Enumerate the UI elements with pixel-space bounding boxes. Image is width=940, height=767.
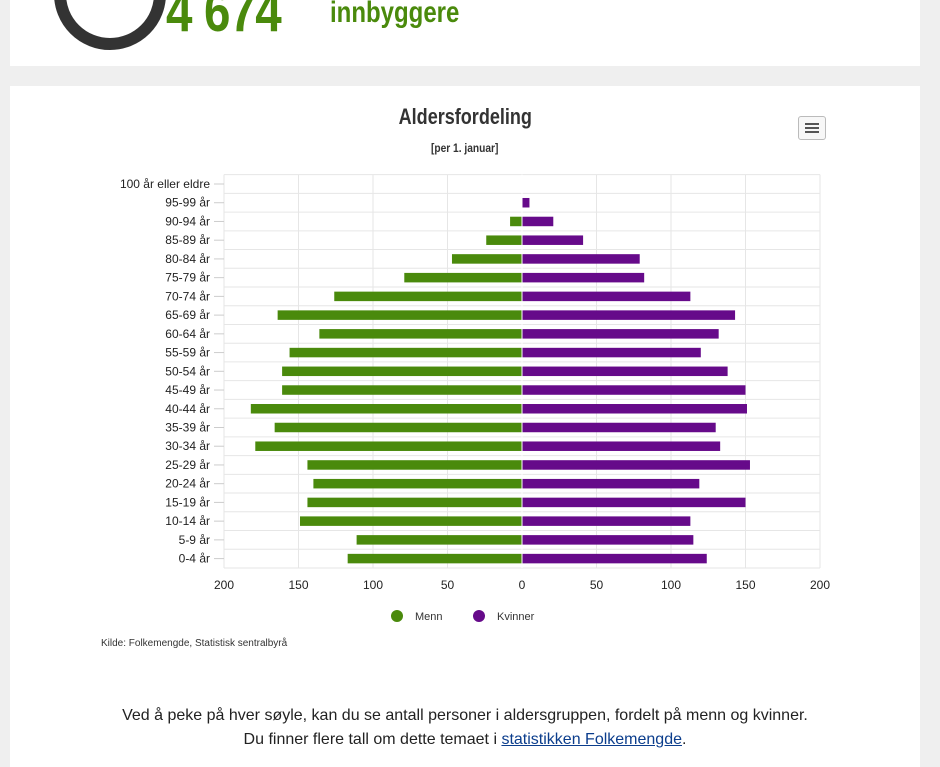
bar-kvinner xyxy=(522,216,554,227)
legend-kvinner-marker xyxy=(473,610,485,622)
x-tick-label: 100 xyxy=(363,578,383,592)
x-tick-label: 50 xyxy=(441,578,455,592)
bar-kvinner xyxy=(522,553,707,564)
y-tick-label: 15-19 år xyxy=(165,495,210,509)
bar-menn xyxy=(319,329,522,339)
bar-kvinner xyxy=(522,254,640,264)
bar-menn xyxy=(307,497,522,508)
bar-menn xyxy=(347,553,522,564)
bar-kvinner xyxy=(522,516,691,526)
info-line-2-suffix: . xyxy=(681,731,687,748)
y-tick-label: 95-99 år xyxy=(165,196,210,210)
bar-menn xyxy=(404,272,522,283)
bar-kvinner xyxy=(522,291,691,302)
chart-subtitle: [per 1. januar] xyxy=(431,141,499,155)
bar-kvinner xyxy=(522,310,736,320)
bar-kvinner xyxy=(522,404,747,414)
bar-kvinner xyxy=(522,385,746,395)
x-tick-label: 50 xyxy=(590,578,604,592)
y-tick-label: 90-94 år xyxy=(165,214,210,228)
y-tick-label: 0-4 år xyxy=(179,552,210,566)
bar-kvinner xyxy=(522,478,700,489)
bar-menn xyxy=(313,478,522,489)
y-tick-label: 45-49 år xyxy=(165,383,210,397)
bar-menn xyxy=(299,516,522,526)
y-tick-label: 20-24 år xyxy=(165,477,210,491)
y-tick-label: 80-84 år xyxy=(165,252,210,266)
bar-menn xyxy=(451,254,522,264)
bar-menn xyxy=(282,385,522,395)
chart-title: Aldersfordeling xyxy=(398,104,532,129)
bar-menn xyxy=(277,310,522,320)
x-tick-label: 150 xyxy=(735,578,755,592)
age-distribution-card: Aldersfordeling [per 1. januar] 100 år e… xyxy=(10,86,920,767)
chart-source: Kilde: Folkemengde, Statistisk sentralby… xyxy=(101,638,288,649)
bar-menn xyxy=(255,441,523,451)
bar-kvinner xyxy=(522,329,719,339)
y-tick-label: 5-9 år xyxy=(179,533,210,547)
bar-menn xyxy=(307,460,522,470)
y-tick-label: 75-79 år xyxy=(165,271,210,285)
bar-menn xyxy=(289,347,522,358)
y-tick-label: 30-34 år xyxy=(165,439,210,453)
bar-menn xyxy=(356,535,522,545)
bar-kvinner xyxy=(522,272,645,283)
municipality-emblem-icon xyxy=(54,0,166,50)
x-tick-label: 200 xyxy=(810,578,830,592)
y-tick-label: 65-69 år xyxy=(165,308,210,322)
y-tick-label: 100 år eller eldre xyxy=(120,177,210,191)
y-tick-label: 55-59 år xyxy=(165,346,210,360)
bar-kvinner xyxy=(522,235,584,245)
legend-menn-label: Menn xyxy=(415,611,443,623)
bar-kvinner xyxy=(522,366,728,377)
x-tick-label: 0 xyxy=(519,578,526,592)
bar-kvinner xyxy=(522,347,701,358)
chart-menu-button[interactable] xyxy=(798,116,826,140)
population-number: 4 674 xyxy=(166,0,282,44)
y-tick-label: 40-44 år xyxy=(165,402,210,416)
bar-kvinner xyxy=(522,535,694,545)
bar-kvinner xyxy=(522,197,530,208)
bar-menn xyxy=(510,216,522,227)
bar-menn xyxy=(334,291,522,302)
population-pyramid-chart: 100 år eller eldre 95-99 år 90-94 år 85-89 … xyxy=(120,174,830,623)
x-tick-label: 150 xyxy=(288,578,308,592)
bar-menn xyxy=(486,235,522,245)
y-tick-label: 25-29 år xyxy=(165,458,210,472)
x-tick-label: 200 xyxy=(214,578,234,592)
bar-menn xyxy=(274,422,522,433)
bar-kvinner xyxy=(522,422,716,433)
y-tick-label: 85-89 år xyxy=(165,233,210,247)
y-tick-label: 35-39 år xyxy=(165,420,210,434)
legend-kvinner-label: Kvinner xyxy=(497,611,535,623)
bar-menn xyxy=(250,404,522,414)
legend-menn-marker xyxy=(391,610,403,622)
bar-kvinner xyxy=(522,497,746,508)
info-line-1: Ved å peke på hver søyle, kan du se anta… xyxy=(122,707,808,724)
info-line-2: Du finner flere tall om dette temaet i s… xyxy=(10,728,920,752)
bar-kvinner xyxy=(522,460,750,470)
y-tick-label: 10-14 år xyxy=(165,514,210,528)
population-unit: innbyggere xyxy=(330,0,460,29)
x-tick-label: 100 xyxy=(661,578,681,592)
y-tick-label: 70-74 år xyxy=(165,289,210,303)
y-tick-label: 60-64 år xyxy=(165,327,210,341)
population-card: 4 674 innbyggere xyxy=(10,0,920,66)
bar-kvinner xyxy=(522,441,721,451)
info-text: Ved å peke på hver søyle, kan du se anta… xyxy=(10,704,920,752)
info-line-2-prefix: Du finner flere tall om dette temaet i xyxy=(243,731,502,748)
y-tick-label: 50-54 år xyxy=(165,364,210,378)
bar-menn xyxy=(282,366,522,377)
statistics-link[interactable]: statistikken Folkemengde xyxy=(501,731,682,748)
